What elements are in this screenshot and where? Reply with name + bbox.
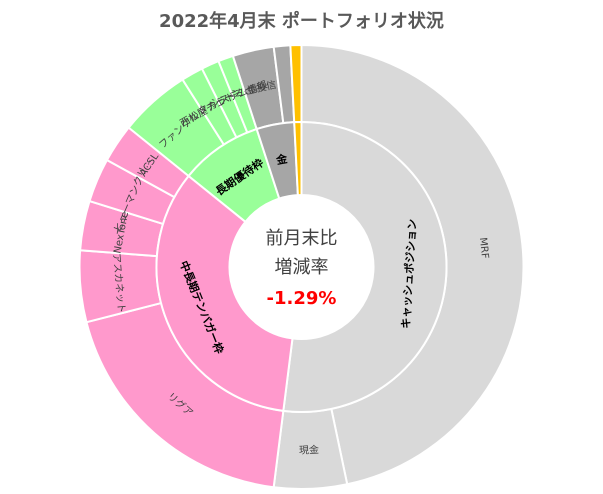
chart-title: 2022年4月末 ポートフォリオ状況: [159, 10, 444, 32]
center-hole: [229, 195, 374, 339]
inner-label-0: キャッシュポジション: [398, 218, 419, 329]
center-change-value: -1.29%: [267, 288, 337, 309]
inner-label-3: 金: [274, 151, 289, 167]
outer-label-1: 現金: [299, 443, 320, 457]
outer-label-0: MRF: [477, 237, 490, 260]
center-label-line1: 前月末比: [266, 228, 338, 249]
center-label-line2: 増減率: [275, 257, 329, 278]
outer-label-3: アスカネット: [110, 253, 127, 314]
